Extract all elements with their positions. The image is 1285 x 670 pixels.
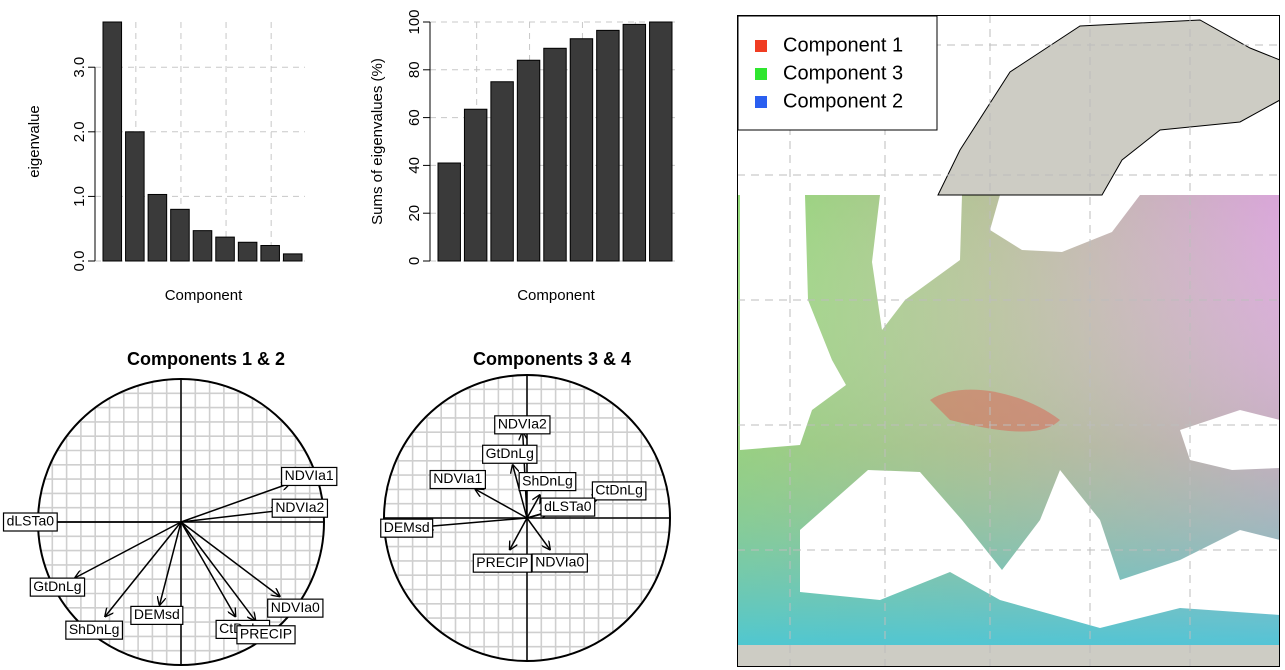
- y-axis-label: Sums of eigenvalues (%): [369, 58, 386, 225]
- loading-label: ShDnLg: [69, 621, 120, 637]
- loading-label-group: NDVIa0: [532, 554, 587, 572]
- loading-label-group: NDVIa1: [430, 470, 485, 488]
- bar: [283, 254, 302, 261]
- loading-label-group: PRECIP: [237, 625, 295, 643]
- bar: [491, 82, 513, 261]
- bar: [570, 39, 592, 261]
- loading-label: NDVIa1: [285, 467, 334, 483]
- loading-label: ShDnLg: [522, 472, 573, 488]
- legend-swatch: [755, 68, 767, 80]
- loading-label: GtDnLg: [486, 445, 534, 461]
- chart-title: Components 1 & 2: [127, 349, 285, 369]
- y-axis-label: eigenvalue: [26, 105, 43, 178]
- bar: [171, 209, 190, 261]
- loading-label-group: ShDnLg: [519, 472, 576, 490]
- y-tick-label: 0.0: [71, 251, 88, 272]
- legend-label: Component 2: [783, 90, 903, 112]
- figure: 0.0 1.0 2.0 3.0 eigenvalue Component 0 20 40 60 80…: [0, 0, 1285, 670]
- y-tick-label: 20: [406, 205, 423, 222]
- loading-label-group: dLSTa0: [4, 513, 58, 531]
- x-axis-label: Component: [517, 287, 595, 304]
- bar: [238, 242, 257, 261]
- loading-label-group: PRECIP: [473, 554, 531, 572]
- bar: [148, 194, 167, 261]
- map: [737, 15, 1280, 667]
- loading-label: DEMsd: [134, 606, 180, 622]
- loading-label: NDVIa1: [433, 470, 482, 486]
- loading-label: dLSTa0: [7, 513, 55, 529]
- loading-label: NDVIa2: [275, 499, 324, 515]
- loading-label-group: GtDnLg: [483, 445, 537, 463]
- loading-arrow: [527, 518, 550, 549]
- bar: [623, 24, 645, 261]
- loading-label: NDVIa0: [535, 554, 584, 570]
- bar: [216, 237, 235, 261]
- loading-label-group: NDVIa2: [495, 416, 550, 434]
- bar: [261, 245, 280, 261]
- legend-label: Component 3: [783, 62, 903, 84]
- loading-label: DEMsd: [384, 519, 430, 535]
- bar: [103, 22, 122, 261]
- loading-label: NDVIa2: [498, 416, 547, 432]
- loading-label-group: NDVIa2: [272, 499, 327, 517]
- loading-label-group: GtDnLg: [30, 578, 84, 596]
- y-tick-label: 80: [406, 61, 423, 78]
- loading-label-group: NDVIa0: [268, 599, 323, 617]
- bar: [193, 231, 212, 261]
- y-tick-label: 2.0: [71, 121, 88, 142]
- loading-label-group: NDVIa1: [282, 467, 337, 485]
- legend-swatch: [755, 96, 767, 108]
- loading-label: NDVIa0: [271, 599, 320, 615]
- loading-label-group: DEMsd: [131, 606, 183, 624]
- loading-label-group: ShDnLg: [66, 621, 123, 639]
- loading-label: PRECIP: [476, 554, 528, 570]
- bar: [544, 48, 566, 261]
- legend-label: Component 1: [783, 34, 903, 56]
- y-tick-label: 0: [406, 257, 423, 265]
- x-axis-label: Component: [165, 287, 243, 304]
- bar: [464, 109, 486, 261]
- bar: [126, 132, 145, 261]
- loading-label: PRECIP: [240, 625, 292, 641]
- y-tick-label: 40: [406, 157, 423, 174]
- y-tick-label: 100: [406, 9, 423, 34]
- loading-label-group: CtDnLg: [592, 482, 645, 500]
- y-tick-label: 3.0: [71, 57, 88, 78]
- loading-label-group: DEMsd: [381, 519, 433, 537]
- bar: [597, 30, 619, 261]
- chart-title: Components 3 & 4: [473, 349, 631, 369]
- bar: [438, 163, 460, 261]
- bar: [650, 22, 672, 261]
- y-tick-label: 60: [406, 109, 423, 126]
- legend-swatch: [755, 40, 767, 52]
- bar: [517, 60, 539, 261]
- loading-label: dLSTa0: [544, 498, 592, 514]
- y-tick-label: 1.0: [71, 186, 88, 207]
- loading-label: CtDnLg: [595, 482, 642, 498]
- loading-label: GtDnLg: [33, 578, 81, 594]
- loading-label-group: dLSTa0: [541, 498, 595, 516]
